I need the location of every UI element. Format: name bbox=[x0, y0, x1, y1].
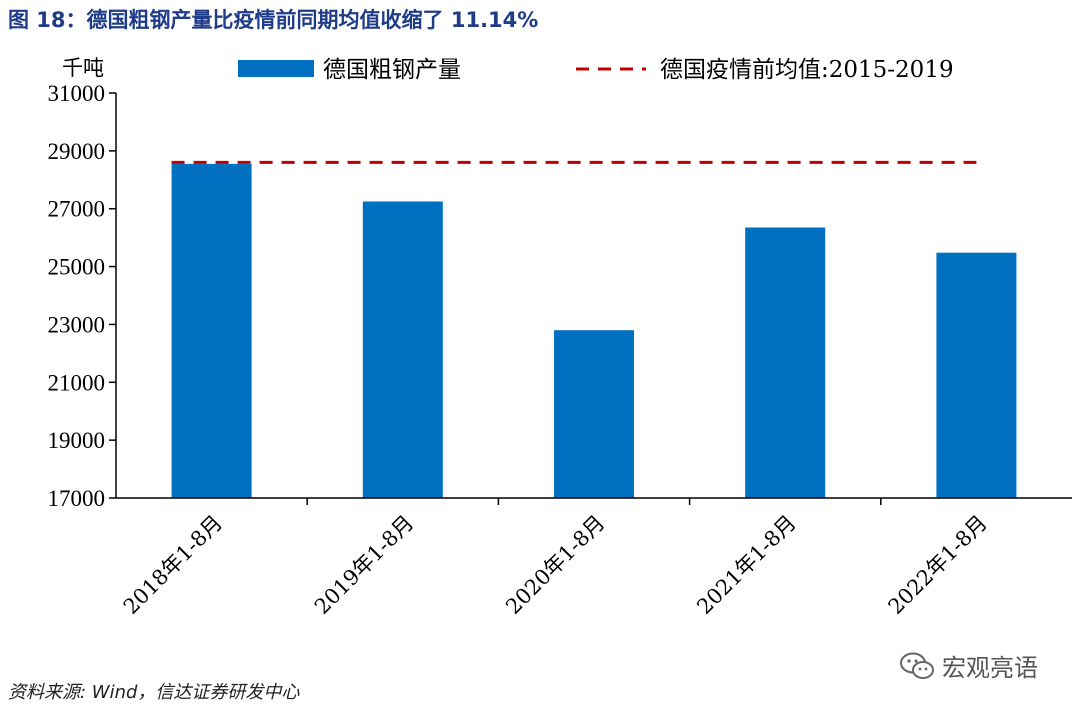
source-note: 资料来源: Wind，信达证券研发中心 bbox=[8, 682, 300, 703]
x-tick-label: 2021年1-8月 bbox=[692, 511, 800, 619]
y-tick-label: 31000 bbox=[48, 81, 106, 106]
y-tick-label: 17000 bbox=[48, 486, 106, 511]
watermark: 宏观亮语 bbox=[900, 648, 1038, 683]
y-axis-unit-label: 千吨 bbox=[62, 56, 104, 80]
y-tick-label: 27000 bbox=[48, 197, 106, 222]
bar bbox=[171, 163, 252, 498]
x-axis-ticks: 2018年1-8月 2019年1-8月 2020年1-8月 2021年1-8月 2022… bbox=[119, 498, 992, 619]
x-tick-label: 2019年1-8月 bbox=[310, 511, 418, 619]
bar bbox=[936, 252, 1017, 498]
y-tick-label: 25000 bbox=[48, 255, 106, 280]
x-tick-label: 2018年1-8月 bbox=[119, 511, 227, 619]
y-tick-label: 23000 bbox=[48, 312, 106, 337]
y-tick-label: 29000 bbox=[48, 139, 106, 164]
legend-bar-label: 德国粗钢产量 bbox=[323, 57, 461, 83]
bar-series bbox=[171, 163, 1017, 498]
bar bbox=[554, 330, 634, 498]
x-tick-label: 2020年1-8月 bbox=[501, 511, 609, 619]
bar bbox=[362, 201, 443, 498]
y-tick-label: 19000 bbox=[48, 428, 106, 453]
legend-bar-swatch bbox=[238, 60, 314, 77]
y-tick-label: 21000 bbox=[48, 370, 106, 395]
y-axis-ticks: 17000 19000 21000 23000 25000 27000 29000 31000 bbox=[48, 81, 116, 511]
x-tick-label: 2022年1-8月 bbox=[884, 511, 992, 619]
bar bbox=[745, 227, 826, 498]
legend-reference-line-label: 德国疫情前均值:2015-2019 bbox=[660, 57, 954, 83]
legend: 德国粗钢产量 德国疫情前均值:2015-2019 bbox=[238, 57, 954, 83]
watermark-text: 宏观亮语 bbox=[942, 654, 1038, 682]
figure-title: 图 18：德国粗钢产量比疫情前同期均值收缩了 11.14% bbox=[8, 8, 539, 32]
wechat-icon bbox=[900, 652, 934, 679]
